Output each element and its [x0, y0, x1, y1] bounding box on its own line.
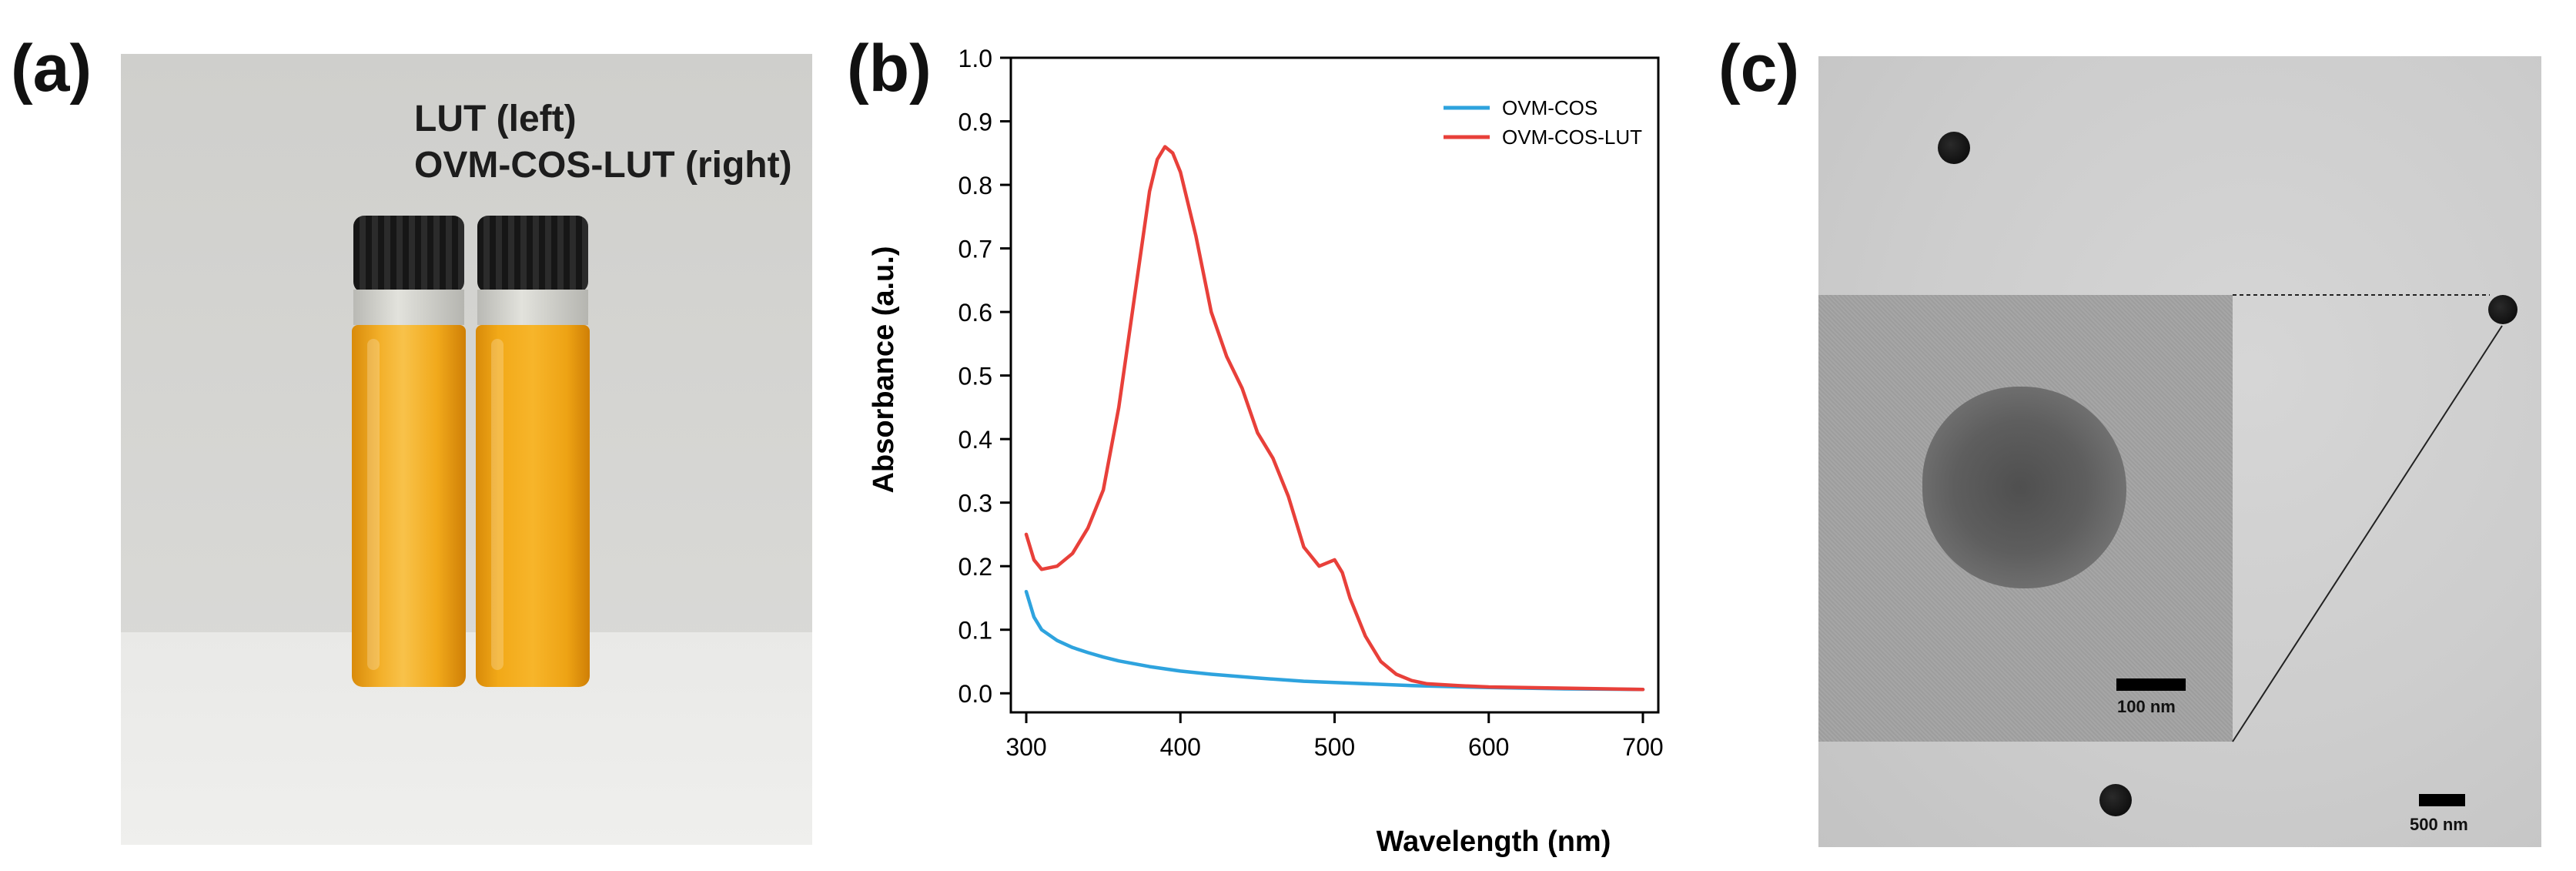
inset-scale-label: 100 nm [2117, 697, 2176, 716]
main-scale-bar [2419, 794, 2465, 806]
x-tick-label: 400 [1160, 733, 1201, 761]
y-tick-label: 0.9 [958, 109, 992, 136]
y-axis-label: Absorbance (a.u.) [868, 246, 900, 494]
x-tick-label: 300 [1005, 733, 1046, 761]
nanoparticle [1938, 132, 1970, 164]
x-tick-label: 500 [1314, 733, 1355, 761]
x-tick-label: 600 [1468, 733, 1509, 761]
absorbance-chart: 0.0 0.1 0.2 0.3 0.4 0.5 0.6 0.7 0.8 0.9 1.0 300 400… [868, 45, 1664, 858]
vials-photo: LUT (left) OVM-COS-LUT (right) [121, 54, 812, 845]
table-surface [121, 632, 812, 845]
x-tick-label: 700 [1622, 733, 1663, 761]
vial-liquid [352, 325, 466, 687]
y-tick-label: 0.7 [958, 236, 992, 263]
photo-caption-ovm-cos-lut: OVM-COS-LUT (right) [414, 145, 792, 186]
panel-c-label: (c) [1718, 32, 1800, 106]
nanoparticle [2099, 784, 2132, 816]
panel-a-label: (a) [11, 32, 92, 106]
inset-nanoparticle [1922, 387, 2126, 588]
y-tick-label: 1.0 [958, 45, 992, 72]
legend-label-ovm-cos: OVM-COS [1502, 96, 1597, 119]
inset-scale-bar [2116, 678, 2186, 691]
y-tick-label: 0.4 [958, 426, 992, 454]
vial-lut [350, 216, 467, 693]
main-scale-label: 500 nm [2410, 815, 2468, 834]
zoom-guide-lines [2232, 294, 2503, 742]
series-line-ovm-cos [1024, 589, 1645, 692]
series-line-ovm-cos-lut [1024, 145, 1645, 692]
tem-image: 100 nm 500 nm [1818, 56, 2541, 847]
y-tick-label: 0.3 [958, 490, 992, 518]
tem-inset-zoom: 100 nm [1818, 295, 2233, 742]
vial-cap [477, 216, 588, 293]
y-tick-label: 0.0 [958, 680, 992, 708]
y-tick-label: 0.6 [958, 299, 992, 327]
y-tick-label: 0.1 [958, 617, 992, 645]
panel-b-label: (b) [847, 32, 932, 106]
photo-caption-lut: LUT (left) [414, 99, 577, 139]
x-axis-label: Wavelength (nm) [1377, 826, 1611, 858]
y-tick-label: 0.8 [958, 172, 992, 199]
vial-ovm-cos-lut [474, 216, 591, 693]
plot-frame [1009, 56, 1660, 714]
legend-label-ovm-cos-lut: OVM-COS-LUT [1502, 126, 1642, 149]
vial-cap [353, 216, 464, 293]
y-tick-label: 0.2 [958, 553, 992, 581]
nanoparticle [2488, 295, 2517, 324]
vial-liquid [476, 325, 590, 687]
y-tick-label: 0.5 [958, 363, 992, 390]
